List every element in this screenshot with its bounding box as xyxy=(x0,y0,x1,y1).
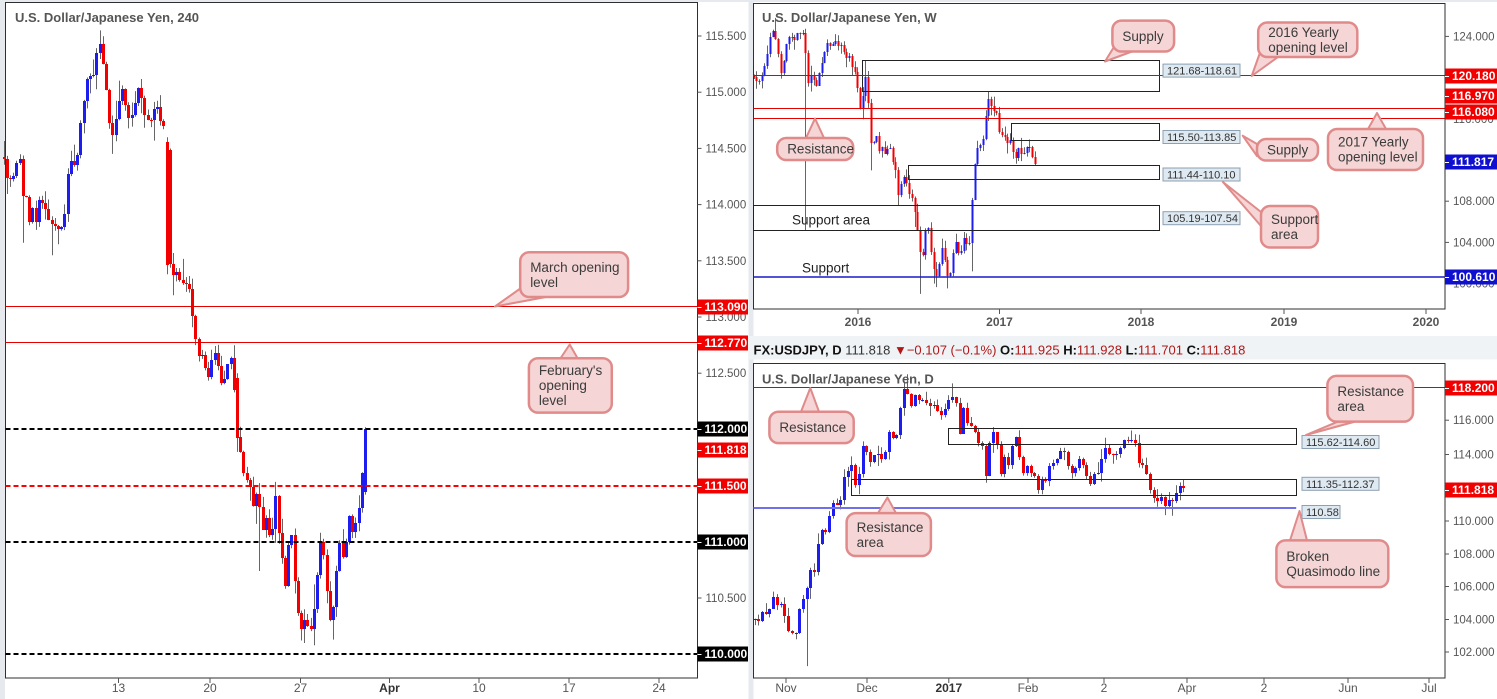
svg-text:2: 2 xyxy=(1101,681,1108,695)
svg-text:112.500: 112.500 xyxy=(706,368,747,380)
svg-text:2017: 2017 xyxy=(986,315,1013,329)
svg-text:102.000: 102.000 xyxy=(1453,647,1495,659)
svg-text:113.000: 113.000 xyxy=(706,312,747,324)
svg-text:Jul: Jul xyxy=(1421,681,1436,695)
svg-text:opening level: opening level xyxy=(1338,150,1418,165)
svg-text:area: area xyxy=(857,535,885,550)
svg-text:2017 Yearly: 2017 Yearly xyxy=(1338,135,1409,150)
svg-text:U.S. Dollar/Japanese Yen, W: U.S. Dollar/Japanese Yen, W xyxy=(762,10,937,25)
svg-text:104.000: 104.000 xyxy=(1453,615,1495,627)
svg-text:115.62-114.60: 115.62-114.60 xyxy=(1306,437,1375,449)
svg-text:110.58: 110.58 xyxy=(1306,507,1339,519)
svg-text:113.090: 113.090 xyxy=(705,300,748,314)
svg-text:opening: opening xyxy=(539,378,587,393)
svg-text:Support: Support xyxy=(802,261,850,276)
svg-text:Feb: Feb xyxy=(1018,681,1039,695)
svg-text:2017: 2017 xyxy=(935,681,962,695)
svg-text:114.500: 114.500 xyxy=(706,143,747,155)
svg-text:2016: 2016 xyxy=(845,315,872,329)
svg-text:114.000: 114.000 xyxy=(1453,450,1494,462)
svg-text:115.500: 115.500 xyxy=(706,31,747,43)
svg-text:2020: 2020 xyxy=(1413,315,1440,329)
svg-text:Nov: Nov xyxy=(775,681,796,695)
svg-text:108.000: 108.000 xyxy=(1453,549,1495,561)
svg-text:13: 13 xyxy=(112,681,126,695)
svg-text:112.000: 112.000 xyxy=(705,422,748,436)
svg-text:level: level xyxy=(530,275,558,290)
svg-text:2: 2 xyxy=(1261,681,1268,695)
svg-text:111.000: 111.000 xyxy=(705,535,747,549)
svg-text:111.35-112.37: 111.35-112.37 xyxy=(1306,479,1375,491)
svg-text:100.610: 100.610 xyxy=(1452,270,1496,284)
svg-text:116.000: 116.000 xyxy=(1453,415,1494,427)
svg-text:27: 27 xyxy=(294,681,308,695)
svg-text:Resistance: Resistance xyxy=(1337,384,1404,399)
svg-text:111.44-110.10: 111.44-110.10 xyxy=(1167,170,1236,182)
svg-text:110.000: 110.000 xyxy=(705,647,748,661)
svg-text:10: 10 xyxy=(472,681,486,695)
svg-text:111.818: 111.818 xyxy=(1452,483,1494,497)
svg-text:U.S. Dollar/Japanese Yen, D: U.S. Dollar/Japanese Yen, D xyxy=(762,372,934,387)
svg-text:level: level xyxy=(539,393,567,408)
svg-text:Jun: Jun xyxy=(1338,681,1357,695)
svg-text:Resistance: Resistance xyxy=(787,142,854,157)
svg-text:111.818: 111.818 xyxy=(705,443,747,457)
svg-text:116.080: 116.080 xyxy=(1452,105,1495,119)
svg-text:Supply: Supply xyxy=(1122,29,1164,44)
svg-text:124.000: 124.000 xyxy=(1453,31,1495,43)
svg-text:24: 24 xyxy=(652,681,666,695)
svg-text:area: area xyxy=(1337,399,1365,414)
svg-text:111.500: 111.500 xyxy=(705,479,747,493)
svg-text:121.68-118.61: 121.68-118.61 xyxy=(1167,66,1237,78)
svg-text:17: 17 xyxy=(562,681,576,695)
svg-text:113.500: 113.500 xyxy=(706,256,747,268)
svg-text:Dec: Dec xyxy=(856,681,877,695)
svg-text:Support area: Support area xyxy=(792,213,871,228)
svg-text:118.200: 118.200 xyxy=(1452,381,1495,395)
svg-text:120.180: 120.180 xyxy=(1452,69,1496,83)
svg-text:110.500: 110.500 xyxy=(706,593,747,605)
svg-text:114.000: 114.000 xyxy=(706,200,747,212)
svg-text:111.817: 111.817 xyxy=(1452,155,1494,169)
svg-text:Broken: Broken xyxy=(1286,549,1329,564)
svg-text:2019: 2019 xyxy=(1271,315,1298,329)
svg-text:106.000: 106.000 xyxy=(1453,582,1495,594)
svg-text:Resistance: Resistance xyxy=(779,420,846,435)
svg-text:104.000: 104.000 xyxy=(1453,237,1495,249)
svg-text:Resistance: Resistance xyxy=(857,520,924,535)
svg-text:U.S. Dollar/Japanese Yen, 240: U.S. Dollar/Japanese Yen, 240 xyxy=(15,10,199,25)
svg-text:Support: Support xyxy=(1271,212,1319,227)
svg-text:116.970: 116.970 xyxy=(1452,89,1495,103)
svg-text:108.000: 108.000 xyxy=(1453,196,1495,208)
svg-text:Apr: Apr xyxy=(379,681,400,695)
svg-text:2018: 2018 xyxy=(1128,315,1155,329)
svg-text:March opening: March opening xyxy=(530,260,619,275)
svg-text:20: 20 xyxy=(203,681,217,695)
svg-text:Apr: Apr xyxy=(1178,681,1197,695)
svg-text:FX:USDJPY, D 111.818 ▼−0.107 (: FX:USDJPY, D 111.818 ▼−0.107 (−0.1%) O:1… xyxy=(754,343,1246,358)
svg-text:2016 Yearly: 2016 Yearly xyxy=(1268,25,1339,40)
svg-text:area: area xyxy=(1271,227,1299,242)
svg-text:Supply: Supply xyxy=(1267,143,1309,158)
svg-text:112.770: 112.770 xyxy=(705,336,748,350)
svg-text:110.000: 110.000 xyxy=(1453,516,1494,528)
svg-text:opening level: opening level xyxy=(1268,40,1348,55)
svg-text:February's: February's xyxy=(539,363,603,378)
svg-text:115.50-113.85: 115.50-113.85 xyxy=(1167,132,1236,144)
svg-text:Quasimodo line: Quasimodo line xyxy=(1286,564,1380,579)
svg-text:115.000: 115.000 xyxy=(706,87,747,99)
svg-text:105.19-107.54: 105.19-107.54 xyxy=(1167,213,1238,225)
